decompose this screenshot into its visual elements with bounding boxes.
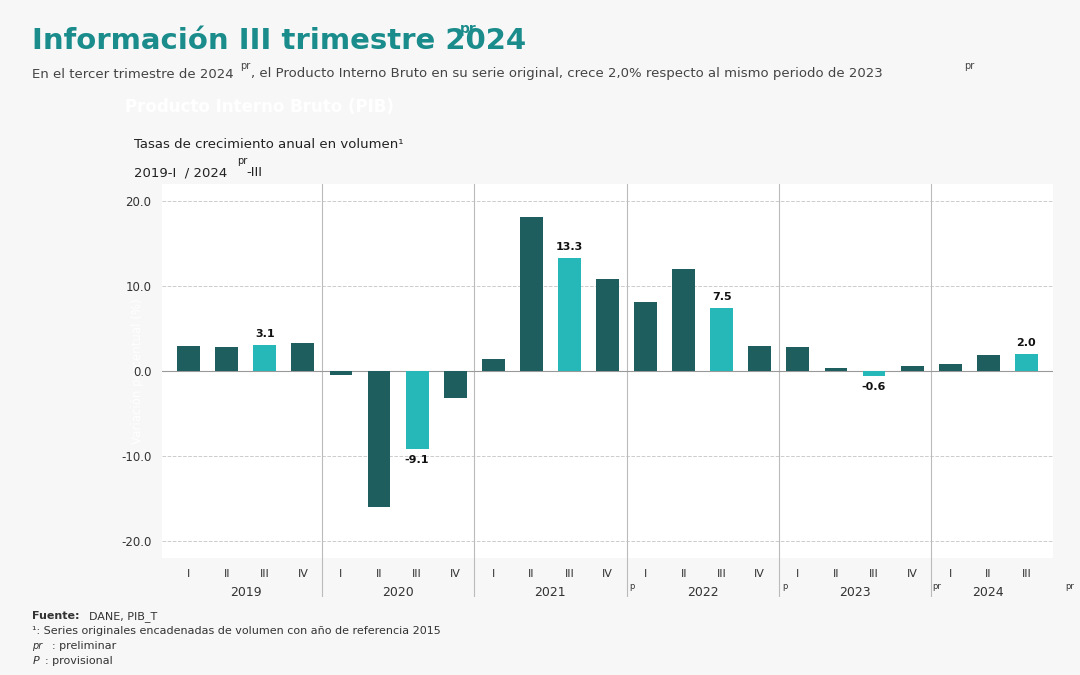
Text: pr: pr	[932, 582, 942, 591]
Text: I: I	[948, 569, 951, 579]
Text: DANE, PIB_T: DANE, PIB_T	[89, 611, 157, 622]
Text: pr: pr	[240, 61, 249, 71]
Text: pr: pr	[460, 22, 477, 36]
Bar	[177, 346, 200, 371]
Text: : preliminar: : preliminar	[52, 641, 116, 651]
Text: III: III	[260, 569, 270, 579]
Text: 2020: 2020	[382, 587, 414, 599]
Bar	[711, 308, 733, 371]
Text: 2022: 2022	[687, 587, 718, 599]
Text: IV: IV	[907, 569, 918, 579]
Bar	[1015, 354, 1038, 371]
Text: II: II	[224, 569, 230, 579]
Text: 7.5: 7.5	[712, 292, 731, 302]
Bar	[863, 371, 886, 377]
Bar	[215, 346, 239, 371]
Text: IV: IV	[297, 569, 308, 579]
Bar	[596, 279, 619, 371]
Text: III: III	[869, 569, 879, 579]
Text: III: III	[1022, 569, 1031, 579]
Bar	[482, 358, 504, 371]
Text: pr: pr	[1066, 582, 1075, 591]
Text: 2021: 2021	[535, 587, 566, 599]
Text: I: I	[644, 569, 647, 579]
Bar	[634, 302, 657, 371]
Text: II: II	[680, 569, 687, 579]
Bar	[672, 269, 696, 371]
Text: : provisional: : provisional	[45, 656, 113, 666]
Text: Información III trimestre 2024: Información III trimestre 2024	[32, 27, 527, 55]
Text: p: p	[782, 582, 787, 591]
Text: II: II	[376, 569, 382, 579]
Bar	[786, 348, 809, 371]
Text: pr: pr	[964, 61, 974, 71]
Text: Variación porcentual (%): Variación porcentual (%)	[131, 298, 145, 444]
Bar	[367, 371, 391, 507]
Text: p: p	[630, 582, 635, 591]
Text: IV: IV	[602, 569, 613, 579]
Text: I: I	[796, 569, 799, 579]
Bar	[901, 366, 923, 371]
Text: pr: pr	[238, 157, 247, 166]
Text: 2023: 2023	[839, 587, 870, 599]
Text: Fuente:: Fuente:	[32, 611, 84, 621]
Text: 13.3: 13.3	[556, 242, 583, 252]
Text: I: I	[491, 569, 495, 579]
Bar	[748, 346, 771, 371]
Text: II: II	[985, 569, 991, 579]
Bar	[329, 371, 352, 375]
Bar	[939, 364, 961, 371]
Text: IV: IV	[754, 569, 766, 579]
Text: Producto Interno Bruto (PIB): Producto Interno Bruto (PIB)	[124, 99, 393, 116]
Text: I: I	[187, 569, 190, 579]
Text: ¹: Series originales encadenadas de volumen con año de referencia 2015: ¹: Series originales encadenadas de volu…	[32, 626, 441, 637]
Text: II: II	[528, 569, 535, 579]
Text: 2.0: 2.0	[1016, 338, 1036, 348]
Bar	[558, 259, 581, 371]
Text: I: I	[339, 569, 342, 579]
Text: III: III	[717, 569, 727, 579]
Text: P: P	[32, 656, 39, 666]
Bar	[976, 355, 1000, 371]
Text: En el tercer trimestre de 2024: En el tercer trimestre de 2024	[32, 68, 234, 80]
Text: 3.1: 3.1	[255, 329, 274, 339]
Text: -0.6: -0.6	[862, 382, 887, 392]
Bar	[292, 343, 314, 371]
Text: -9.1: -9.1	[405, 454, 430, 464]
Text: 2024: 2024	[972, 587, 1004, 599]
Text: -III: -III	[247, 166, 262, 180]
Text: III: III	[565, 569, 575, 579]
Text: IV: IV	[449, 569, 461, 579]
Text: 2019: 2019	[230, 587, 261, 599]
Text: pr: pr	[32, 641, 42, 651]
Text: Tasas de crecimiento anual en volumen¹: Tasas de crecimiento anual en volumen¹	[134, 138, 404, 151]
Text: III: III	[413, 569, 422, 579]
Text: 2019-I  / 2024: 2019-I / 2024	[134, 166, 227, 180]
Bar	[254, 345, 276, 371]
Bar	[519, 217, 543, 371]
Bar	[406, 371, 429, 449]
Text: II: II	[833, 569, 839, 579]
Bar	[824, 368, 848, 371]
Text: , el Producto Interno Bruto en su serie original, crece 2,0% respecto al mismo p: , el Producto Interno Bruto en su serie …	[251, 68, 882, 80]
Bar	[444, 371, 467, 398]
